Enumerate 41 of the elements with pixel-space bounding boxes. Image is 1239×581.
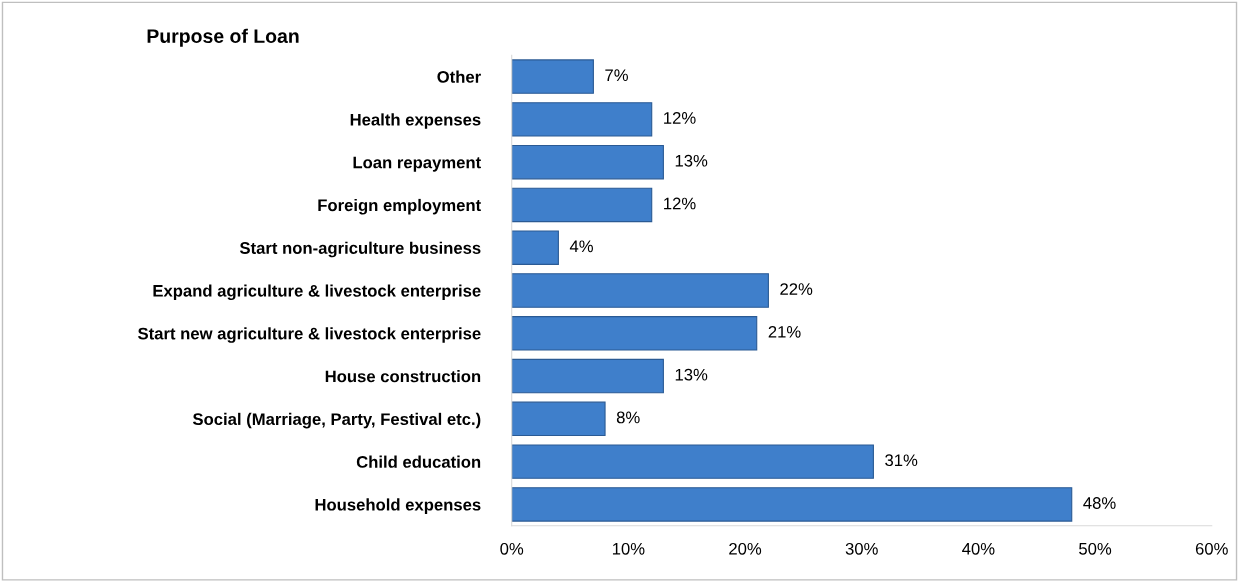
data-label: 31% [885, 454, 918, 467]
bar [511, 187, 653, 223]
bar [511, 401, 606, 437]
bar [511, 59, 594, 94]
data-label: 12% [664, 197, 696, 210]
bar [511, 102, 653, 137]
y-tick-label: Health expenses [350, 113, 481, 129]
y-tick-label: Expand agriculture & livestock enterprise [153, 284, 481, 301]
data-label: 13% [675, 368, 708, 381]
y-tick-label: Start new agriculture & livestock enterprise [138, 327, 481, 343]
y-tick-label: Other [437, 70, 481, 83]
x-tick-label: 50% [1079, 542, 1112, 555]
y-tick-label: Household expenses [315, 498, 481, 514]
y-tick-label: Foreign employment [318, 198, 481, 215]
bar [511, 230, 559, 265]
y-tick-label: Child education [356, 455, 481, 468]
y-tick-label: Loan repayment [353, 156, 481, 172]
data-label: 13% [675, 154, 708, 167]
data-label: 4% [569, 240, 593, 253]
x-tick-label: 20% [729, 542, 762, 555]
bar [511, 144, 664, 180]
data-label: 8% [616, 411, 640, 424]
x-tick-label: 40% [962, 542, 995, 555]
text: Purpose of Loan [147, 28, 299, 47]
data-label: 12% [664, 112, 696, 124]
y-tick-label: Social (Marriage, Party, Festival etc.) [192, 412, 481, 429]
bar [511, 273, 769, 308]
bar [511, 444, 874, 479]
x-tick-label: 30% [845, 542, 878, 555]
bar [511, 487, 1073, 522]
data-label: 21% [768, 325, 801, 338]
bar [511, 316, 758, 351]
y-tick-label: House construction [325, 370, 481, 383]
bar [511, 358, 664, 394]
data-label: 48% [1083, 497, 1116, 509]
x-tick-label: 10% [612, 542, 645, 555]
x-tick-label: 60% [1195, 542, 1228, 555]
y-tick-label: Start non-agriculture business [239, 241, 481, 258]
data-label: 22% [780, 283, 813, 295]
x-tick-label: 0% [500, 542, 524, 555]
data-label: 7% [605, 69, 628, 81]
